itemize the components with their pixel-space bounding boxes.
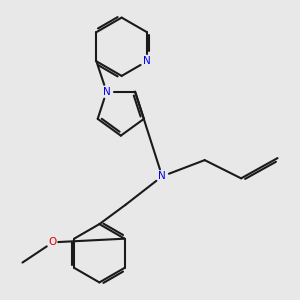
- Text: N: N: [103, 87, 110, 97]
- Text: N: N: [158, 171, 166, 181]
- Text: O: O: [49, 237, 57, 247]
- Text: N: N: [143, 56, 151, 66]
